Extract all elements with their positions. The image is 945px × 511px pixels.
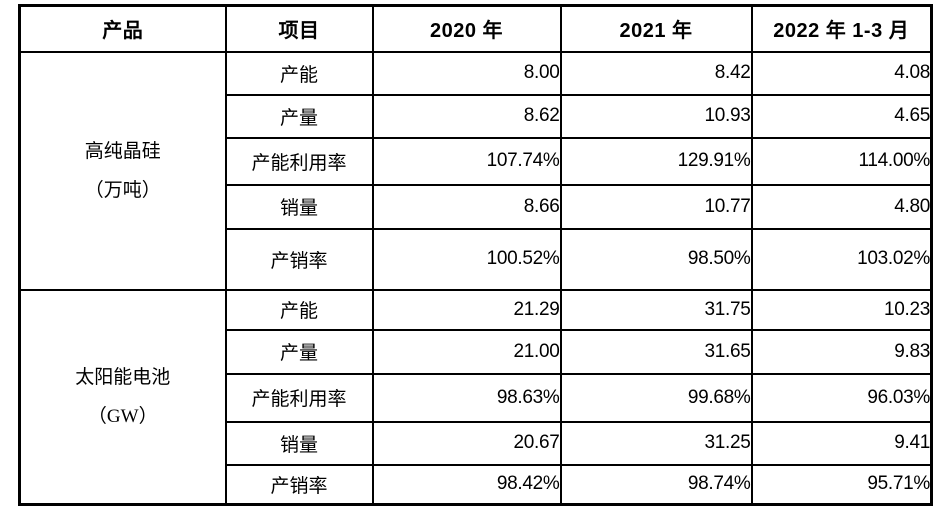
- value-cell: 98.50%: [559, 227, 753, 291]
- value-cell: 21.29: [371, 288, 562, 331]
- item-cell: 产量: [224, 93, 374, 139]
- product-unit: （万吨）: [84, 179, 161, 201]
- value-cell: 10.93: [559, 93, 753, 139]
- table-row: 销量 20.67 31.25 9.41: [20, 420, 933, 466]
- value-cell: 8.00: [371, 50, 562, 96]
- item-cell: 销量: [224, 183, 374, 230]
- table-row: 销量 8.66 10.77 4.80: [20, 183, 933, 230]
- value-cell: 99.68%: [559, 372, 753, 423]
- header-row: 产品 项目 2020 年 2021 年 2022 年 1-3 月: [18, 4, 933, 53]
- value-cell: 21.00: [371, 328, 562, 375]
- value-cell: 95.71%: [750, 463, 933, 506]
- value-cell: 129.91%: [559, 136, 753, 186]
- value-cell: 107.74%: [371, 136, 562, 186]
- header-product: 产品: [18, 4, 227, 53]
- value-cell: 103.02%: [750, 227, 933, 291]
- header-year-2020: 2020 年: [371, 4, 562, 53]
- value-cell: 10.23: [750, 288, 933, 331]
- product-name: 太阳能电池: [75, 366, 171, 388]
- table-row: 太阳能电池 （GW） 产能 21.29 31.75 10.23: [18, 288, 933, 506]
- table-header: 产品 项目 2020 年 2021 年 2022 年 1-3 月: [18, 4, 933, 53]
- item-cell: 产销率: [224, 463, 374, 506]
- item-cell: 销量: [224, 420, 374, 466]
- value-cell: 9.83: [750, 328, 933, 375]
- product-cell-silicon: 高纯晶硅 （万吨）: [18, 50, 227, 291]
- value-cell: 98.74%: [559, 463, 753, 506]
- value-cell: 31.75: [559, 288, 753, 331]
- value-cell: 9.41: [750, 420, 933, 466]
- value-cell: 114.00%: [750, 136, 933, 186]
- item-cell: 产量: [224, 328, 374, 375]
- value-cell: 4.08: [750, 50, 933, 96]
- product-unit: （GW）: [87, 405, 158, 427]
- item-cell: 产销率: [224, 227, 374, 291]
- item-cell: 产能利用率: [224, 372, 374, 423]
- table-row: 高纯晶硅 （万吨） 产能 8.00 8.42 4.08: [18, 50, 933, 291]
- production-capacity-table: 产品 项目 2020 年 2021 年 2022 年 1-3 月 高纯晶硅 （万…: [18, 4, 933, 506]
- table-body: 高纯晶硅 （万吨） 产能 8.00 8.42 4.08 产量 8.62 10.9…: [18, 50, 933, 506]
- table-row: 产销率 98.42% 98.74% 95.71%: [20, 463, 933, 506]
- item-cell: 产能: [224, 288, 374, 331]
- value-cell: 8.66: [371, 183, 562, 230]
- item-cell: 产能: [224, 50, 374, 96]
- value-cell: 98.63%: [371, 372, 562, 423]
- value-cell: 98.42%: [371, 463, 562, 506]
- header-item: 项目: [224, 4, 374, 53]
- value-cell: 100.52%: [371, 227, 562, 291]
- product-name: 高纯晶硅: [84, 140, 161, 162]
- table-row: 产能利用率 107.74% 129.91% 114.00%: [20, 136, 933, 186]
- value-cell: 31.65: [559, 328, 753, 375]
- table-row: 产量 21.00 31.65 9.83: [20, 328, 933, 375]
- header-period-2022: 2022 年 1-3 月: [750, 4, 933, 53]
- value-cell: 96.03%: [750, 372, 933, 423]
- product-cell-solar-cell: 太阳能电池 （GW）: [18, 288, 227, 506]
- value-cell: 4.80: [750, 183, 933, 230]
- value-cell: 10.77: [559, 183, 753, 230]
- item-cell: 产能利用率: [224, 136, 374, 186]
- table-row: 产量 8.62 10.93 4.65: [20, 93, 933, 139]
- table-row: 产销率 100.52% 98.50% 103.02%: [20, 227, 933, 291]
- value-cell: 8.62: [371, 93, 562, 139]
- value-cell: 31.25: [559, 420, 753, 466]
- header-year-2021: 2021 年: [559, 4, 753, 53]
- value-cell: 4.65: [750, 93, 933, 139]
- table-row: 产能利用率 98.63% 99.68% 96.03%: [20, 372, 933, 423]
- value-cell: 8.42: [559, 50, 753, 96]
- value-cell: 20.67: [371, 420, 562, 466]
